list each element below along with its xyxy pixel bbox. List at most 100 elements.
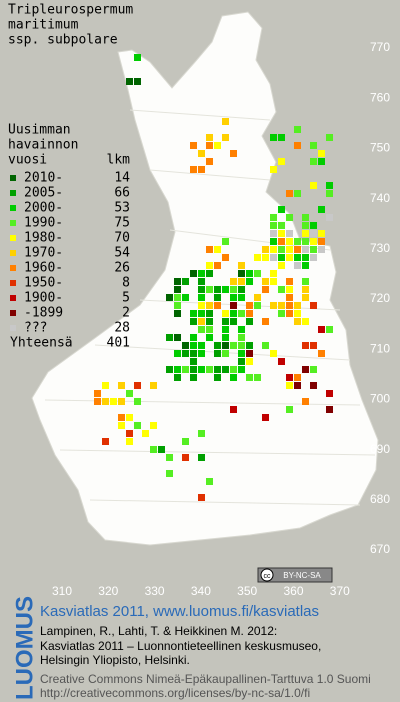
occurrence-square [102,438,109,445]
occurrence-square [326,134,333,141]
occurrence-square [198,302,205,309]
occurrence-square [302,342,309,349]
occurrence-square [206,310,213,317]
occurrence-square [222,238,229,245]
occurrence-square [238,334,245,341]
occurrence-square [238,366,245,373]
occurrence-square [166,454,173,461]
legend-count: 5 [122,291,130,306]
occurrence-square [302,294,309,301]
occurrence-square [318,326,325,333]
occurrence-square [150,422,157,429]
occurrence-square [278,262,285,269]
occurrence-square [190,166,197,173]
occurrence-square [190,334,197,341]
occurrence-square [126,390,133,397]
occurrence-square [270,230,277,237]
occurrence-square [302,318,309,325]
occurrence-square [262,278,269,285]
occurrence-square [286,406,293,413]
occurrence-square [126,78,133,85]
occurrence-square [174,302,181,309]
occurrence-square [310,302,317,309]
occurrence-square [286,246,293,253]
badge-box [257,567,333,583]
occurrence-square [182,294,189,301]
occurrence-square [222,334,229,341]
occurrence-square [286,230,293,237]
legend-swatch [10,190,16,196]
occurrence-square [286,374,293,381]
legend: 2010- 14 2005- 66 2000- 53 1990- 75 1980- 70 1970-… [10,171,130,351]
occurrence-square [222,310,229,317]
occurrence-square [294,190,301,197]
occurrence-square [118,382,125,389]
occurrence-square [206,302,213,309]
occurrence-square [326,326,333,333]
occurrence-square [270,238,277,245]
occurrence-square [286,278,293,285]
occurrence-square [246,342,253,349]
occurrence-square [102,398,109,405]
occurrence-square [310,382,317,389]
occurrence-square [254,270,261,277]
occurrence-square [294,246,301,253]
occurrence-square [318,206,325,213]
occurrence-square [318,158,325,165]
y-coordinate-label: 750 [370,141,390,155]
logo: LUOMUS [11,596,38,700]
occurrence-square [190,318,197,325]
occurrence-square [246,358,253,365]
occurrence-square [190,358,197,365]
occurrence-square [270,222,277,229]
occurrence-square [222,254,229,261]
occurrence-square [198,286,205,293]
occurrence-square [214,366,221,373]
occurrence-square [166,294,173,301]
occurrence-square [166,366,173,373]
occurrence-square [214,374,221,381]
occurrence-square [222,134,229,141]
occurrence-square [262,318,269,325]
occurrence-square [294,302,301,309]
occurrence-square [182,350,189,357]
occurrence-square [206,262,213,269]
occurrence-square [302,366,309,373]
y-coordinate-label: 690 [370,442,390,456]
occurrence-square [294,318,301,325]
occurrence-square [246,374,253,381]
occurrence-square [302,286,309,293]
occurrence-square [198,270,205,277]
citation: Kasviatlas 2011 – Luonnontieteellinen ke… [40,639,321,653]
occurrence-square [222,342,229,349]
occurrence-square [222,350,229,357]
occurrence-square [214,302,221,309]
occurrence-square [126,414,133,421]
occurrence-square [198,166,205,173]
legend-swatch [10,220,16,226]
occurrence-square [222,286,229,293]
occurrence-square [270,214,277,221]
legend-label: 1990- [24,216,63,231]
occurrence-square [206,334,213,341]
occurrence-square [230,366,237,373]
occurrence-square [286,214,293,221]
occurrence-square [254,302,261,309]
occurrence-square [262,414,269,421]
y-coordinate-label: 730 [370,241,390,255]
occurrence-square [182,366,189,373]
occurrence-square [278,158,285,165]
x-coordinate-label: 310 [52,584,72,598]
occurrence-square [302,278,309,285]
occurrence-square [190,374,197,381]
occurrence-square [254,374,261,381]
occurrence-square [118,414,125,421]
occurrence-square [142,430,149,437]
legend-count: 2 [122,306,130,321]
occurrence-square [326,406,333,413]
occurrence-square [270,254,277,261]
legend-label: 2005- [24,186,63,201]
occurrence-square [238,278,245,285]
legend-label: 2010- [24,171,63,186]
